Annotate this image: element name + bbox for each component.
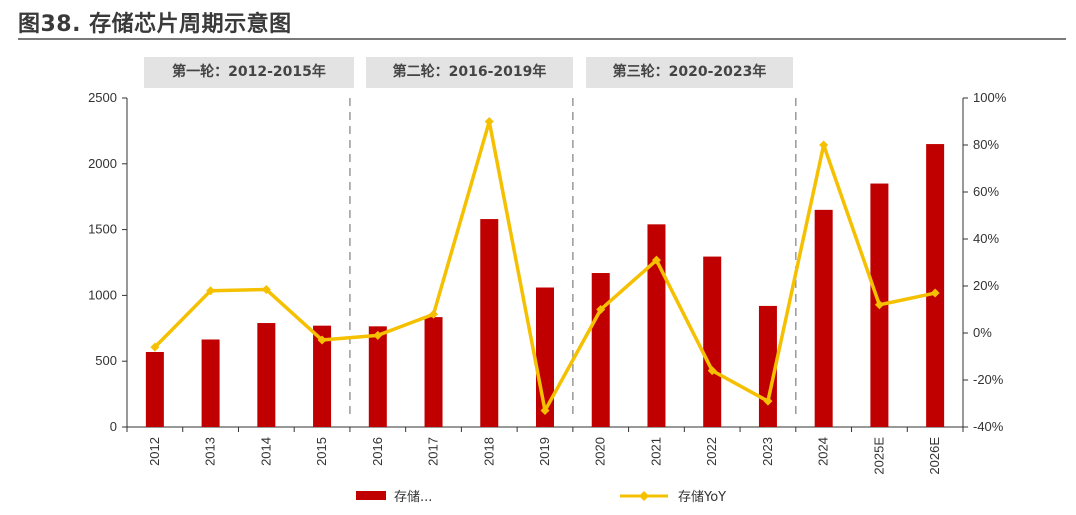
right-tick-label: 80%: [973, 137, 999, 152]
bar: [313, 325, 332, 427]
x-tick-label: 2022: [704, 437, 719, 466]
bar: [480, 219, 499, 427]
yoy-point: [651, 255, 661, 265]
x-tick-label: 2015: [314, 437, 329, 466]
x-tick-label: 2018: [481, 437, 496, 466]
x-tick-label: 2021: [648, 437, 663, 466]
bar: [703, 256, 722, 427]
right-tick-label: 60%: [973, 184, 999, 199]
yoy-point: [930, 288, 940, 298]
x-tick-label: 2026E: [927, 437, 942, 475]
figure-title: 图38. 存储芯片周期示意图: [18, 12, 292, 37]
yoy-point: [317, 335, 327, 345]
x-tick-label: 2020: [593, 437, 608, 466]
x-tick-label: 2025E: [871, 437, 886, 475]
title-rule: [18, 38, 1066, 40]
right-tick-label: 40%: [973, 231, 999, 246]
legend-line-label: 存储YoY: [678, 490, 726, 505]
right-tick-label: -20%: [973, 372, 1004, 387]
legend-bar-label: 存储...: [394, 490, 432, 505]
x-tick-label: 2019: [537, 437, 552, 466]
bar: [145, 351, 164, 427]
yoy-point: [874, 300, 884, 310]
left-tick-label: 1000: [88, 287, 117, 302]
left-tick-label: 0: [110, 419, 117, 434]
bar: [926, 144, 945, 427]
legend-line-marker: [639, 491, 649, 501]
yoy-point: [429, 309, 439, 319]
left-tick-label: 500: [95, 353, 117, 368]
right-tick-label: 100%: [973, 90, 1007, 105]
bar: [591, 273, 610, 427]
bar: [201, 339, 220, 427]
yoy-point: [707, 366, 717, 376]
yoy-point: [540, 406, 550, 416]
yoy-point: [819, 140, 829, 150]
bar: [647, 224, 666, 427]
yoy-point: [261, 285, 271, 295]
yoy-point: [206, 286, 216, 296]
x-tick-label: 2014: [258, 437, 273, 466]
legend-bar-swatch: [356, 491, 386, 500]
cycle-label-2: 第二轮：2016-2019年: [366, 57, 573, 88]
bar: [257, 323, 276, 427]
right-tick-label: 20%: [973, 278, 999, 293]
x-tick-label: 2017: [426, 437, 441, 466]
left-tick-label: 1500: [88, 222, 117, 237]
yoy-point: [596, 305, 606, 314]
cycle-label-3: 第三轮：2020-2023年: [586, 57, 793, 88]
yoy-point: [373, 330, 383, 340]
bar: [814, 209, 833, 427]
right-tick-label: 0%: [973, 325, 992, 340]
yoy-point: [763, 396, 773, 406]
yoy-point: [484, 117, 494, 126]
left-tick-label: 2000: [88, 156, 117, 171]
left-tick-label: 2500: [88, 90, 117, 105]
yoy-point: [150, 342, 160, 352]
bar: [368, 326, 387, 427]
right-tick-label: -40%: [973, 419, 1004, 434]
x-tick-label: 2012: [147, 437, 162, 466]
bar: [424, 317, 443, 427]
x-tick-label: 2024: [816, 437, 831, 466]
cycle-label-1: 第一轮：2012-2015年: [144, 57, 354, 88]
x-tick-label: 2016: [370, 437, 385, 466]
x-tick-label: 2023: [760, 437, 775, 466]
x-tick-label: 2013: [203, 437, 218, 466]
